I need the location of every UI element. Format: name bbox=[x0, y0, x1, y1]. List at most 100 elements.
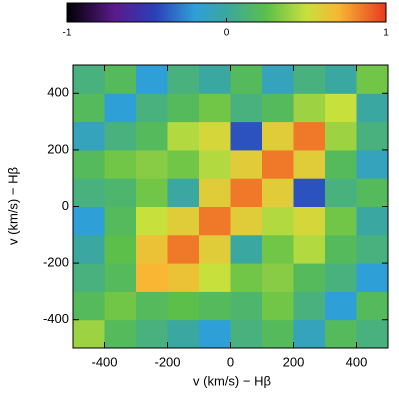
heatmap-cell bbox=[105, 93, 137, 122]
heatmap-cell bbox=[73, 150, 105, 179]
x-tick-label: 0 bbox=[227, 354, 234, 369]
heatmap-cell bbox=[357, 122, 389, 151]
heatmap-cell bbox=[325, 93, 357, 122]
heatmap-cell bbox=[136, 93, 168, 122]
heatmap-cell bbox=[357, 207, 389, 236]
heatmap-cell bbox=[325, 150, 357, 179]
heatmap-cell bbox=[73, 291, 105, 320]
heatmap-cell bbox=[105, 320, 137, 349]
heatmap-cell bbox=[105, 122, 137, 151]
heatmap-cell bbox=[231, 235, 263, 264]
heatmap-cell bbox=[357, 93, 389, 122]
heatmap-cell bbox=[357, 150, 389, 179]
heatmap-cell bbox=[357, 320, 389, 349]
heatmap-cell bbox=[357, 263, 389, 292]
heatmap-cell bbox=[262, 291, 294, 320]
heatmap-cell bbox=[105, 178, 137, 207]
heatmap-cell bbox=[294, 150, 326, 179]
heatmap-cell bbox=[136, 65, 168, 94]
heatmap-cell bbox=[73, 320, 105, 349]
heatmap-cell bbox=[294, 178, 326, 207]
heatmap-cell bbox=[136, 320, 168, 349]
heatmap-cell bbox=[199, 93, 231, 122]
y-tick-label: -400 bbox=[43, 311, 69, 326]
heatmap-cell bbox=[262, 150, 294, 179]
heatmap-cell bbox=[294, 207, 326, 236]
heatmap-cell bbox=[231, 65, 263, 94]
x-axis-label: v (km/s) − Hβ bbox=[193, 373, 271, 388]
heatmap-cell bbox=[294, 320, 326, 349]
heatmap-cell bbox=[199, 178, 231, 207]
heatmap-cell bbox=[199, 291, 231, 320]
heatmap-cell bbox=[105, 207, 137, 236]
heatmap-cell bbox=[136, 263, 168, 292]
heatmap-cell bbox=[325, 207, 357, 236]
heatmap-cell bbox=[231, 291, 263, 320]
heatmap-cell bbox=[262, 235, 294, 264]
heatmap-cell bbox=[294, 235, 326, 264]
heatmap-cell bbox=[262, 93, 294, 122]
heatmap-cell bbox=[168, 263, 200, 292]
heatmap-cell bbox=[231, 178, 263, 207]
heatmap-cell bbox=[136, 207, 168, 236]
heatmap-cell bbox=[105, 150, 137, 179]
heatmap-cell bbox=[73, 178, 105, 207]
heatmap-cell bbox=[262, 65, 294, 94]
heatmap-cell bbox=[357, 291, 389, 320]
heatmap-cell bbox=[73, 122, 105, 151]
heatmap-cell bbox=[199, 235, 231, 264]
x-tick-label: -400 bbox=[91, 354, 117, 369]
heatmap-cell bbox=[73, 65, 105, 94]
heatmap-cell bbox=[168, 320, 200, 349]
colorbar-tick-label: 1 bbox=[383, 28, 389, 39]
y-tick-label: -200 bbox=[43, 255, 69, 270]
heatmap-cell bbox=[168, 93, 200, 122]
heatmap-cell bbox=[136, 291, 168, 320]
heatmap-cell bbox=[73, 93, 105, 122]
heatmap-cell bbox=[262, 320, 294, 349]
heatmap-cell bbox=[325, 263, 357, 292]
y-axis-label: v (km/s) − Hβ bbox=[5, 167, 20, 245]
heatmap-cell bbox=[325, 178, 357, 207]
heatmap-cell bbox=[168, 178, 200, 207]
colorbar-tick-label: -1 bbox=[63, 28, 72, 39]
heatmap-cell bbox=[168, 207, 200, 236]
heatmap-cell bbox=[325, 65, 357, 94]
heatmap-cell bbox=[294, 263, 326, 292]
heatmap-cell bbox=[262, 207, 294, 236]
heatmap-cell bbox=[168, 150, 200, 179]
heatmap-cell bbox=[325, 291, 357, 320]
heatmap-cell bbox=[262, 263, 294, 292]
heatmap-cell bbox=[262, 122, 294, 151]
heatmap-cell bbox=[73, 207, 105, 236]
heatmap-cell bbox=[168, 122, 200, 151]
heatmap-cell bbox=[136, 122, 168, 151]
heatmap-cell bbox=[357, 65, 389, 94]
heatmap-cell bbox=[168, 235, 200, 264]
heatmap-cell bbox=[105, 235, 137, 264]
heatmap-cell bbox=[136, 150, 168, 179]
heatmap-cell bbox=[105, 263, 137, 292]
heatmap-cell bbox=[294, 291, 326, 320]
heatmap-cell bbox=[231, 207, 263, 236]
heatmap-cell bbox=[231, 150, 263, 179]
heatmap-cell bbox=[231, 122, 263, 151]
heatmap-cell bbox=[199, 207, 231, 236]
y-tick-label: 0 bbox=[62, 198, 69, 213]
heatmap-cell bbox=[105, 291, 137, 320]
heatmap-cell bbox=[168, 291, 200, 320]
x-tick-label: 400 bbox=[346, 354, 368, 369]
heatmap-cell bbox=[357, 178, 389, 207]
heatmap-cell bbox=[105, 65, 137, 94]
heatmap-cell bbox=[73, 263, 105, 292]
heatmap-cell bbox=[199, 263, 231, 292]
heatmap-cell bbox=[325, 122, 357, 151]
heatmap-cell bbox=[294, 122, 326, 151]
heatmap-cell bbox=[199, 150, 231, 179]
heatmap-cell bbox=[231, 263, 263, 292]
y-tick-label: 200 bbox=[47, 141, 69, 156]
heatmap-cell bbox=[136, 178, 168, 207]
heatmap-cell bbox=[231, 320, 263, 349]
x-tick-label: -200 bbox=[154, 354, 180, 369]
